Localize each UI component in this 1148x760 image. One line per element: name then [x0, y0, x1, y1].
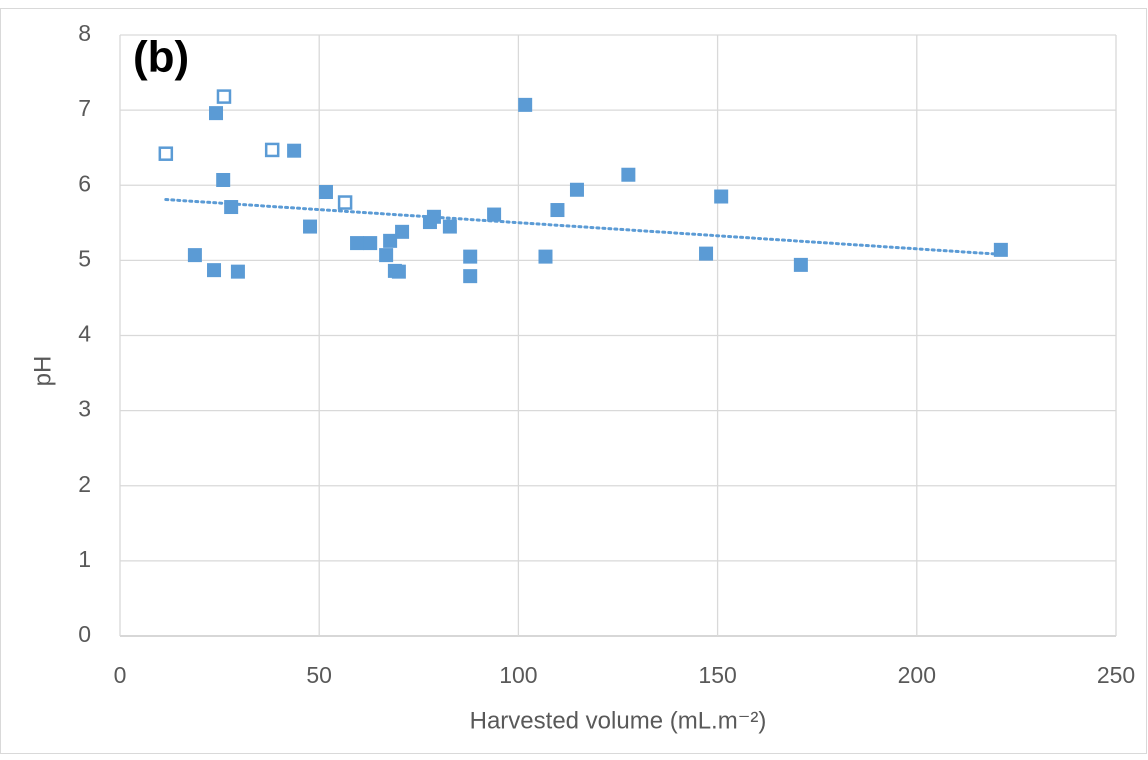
marker	[426, 209, 441, 224]
marker	[487, 207, 502, 222]
marker	[569, 182, 584, 197]
y-tick-label: 6	[78, 170, 91, 196]
marker	[391, 264, 406, 279]
y-tick-label: 8	[78, 20, 91, 46]
marker	[216, 172, 231, 187]
x-tick-label: 50	[306, 662, 332, 688]
y-tick-label: 1	[78, 546, 91, 572]
marker	[463, 249, 478, 264]
marker	[793, 257, 808, 272]
y-tick-label: 2	[78, 471, 91, 497]
y-tick-label: 5	[78, 245, 91, 271]
marker	[538, 249, 553, 264]
x-axis-label: Harvested volume (mL.m⁻²)	[470, 707, 767, 734]
marker	[993, 242, 1008, 257]
marker	[207, 263, 222, 278]
trendline	[164, 198, 1003, 256]
marker	[303, 219, 318, 234]
marker	[714, 189, 729, 204]
marker	[187, 248, 202, 263]
marker	[395, 224, 410, 239]
marker	[230, 264, 245, 279]
marker	[379, 248, 394, 263]
marker	[463, 269, 478, 284]
open-marker	[264, 142, 280, 158]
y-tick-label: 0	[78, 621, 91, 647]
y-axis-label: pH	[29, 356, 56, 387]
x-tick-label: 100	[499, 662, 537, 688]
y-tick-label: 4	[78, 321, 91, 347]
marker	[550, 203, 565, 218]
x-tick-label: 0	[114, 662, 127, 688]
marker	[224, 200, 239, 215]
panel-label: (b)	[133, 33, 189, 82]
marker	[350, 236, 365, 251]
x-tick-label: 150	[698, 662, 736, 688]
marker	[699, 246, 714, 261]
marker	[318, 185, 333, 200]
marker	[621, 167, 636, 182]
marker	[209, 106, 224, 121]
marker	[287, 143, 302, 158]
x-tick-label: 250	[1097, 662, 1135, 688]
marker	[518, 97, 533, 112]
marker	[363, 236, 378, 251]
open-marker	[158, 146, 174, 161]
x-tick-label: 200	[898, 662, 936, 688]
open-marker	[337, 195, 353, 210]
chart-border	[0, 8, 1147, 754]
marker	[442, 219, 457, 234]
y-tick-label: 3	[78, 396, 91, 422]
y-tick-label: 7	[78, 95, 91, 121]
marker	[383, 233, 398, 248]
open-marker	[216, 89, 232, 104]
